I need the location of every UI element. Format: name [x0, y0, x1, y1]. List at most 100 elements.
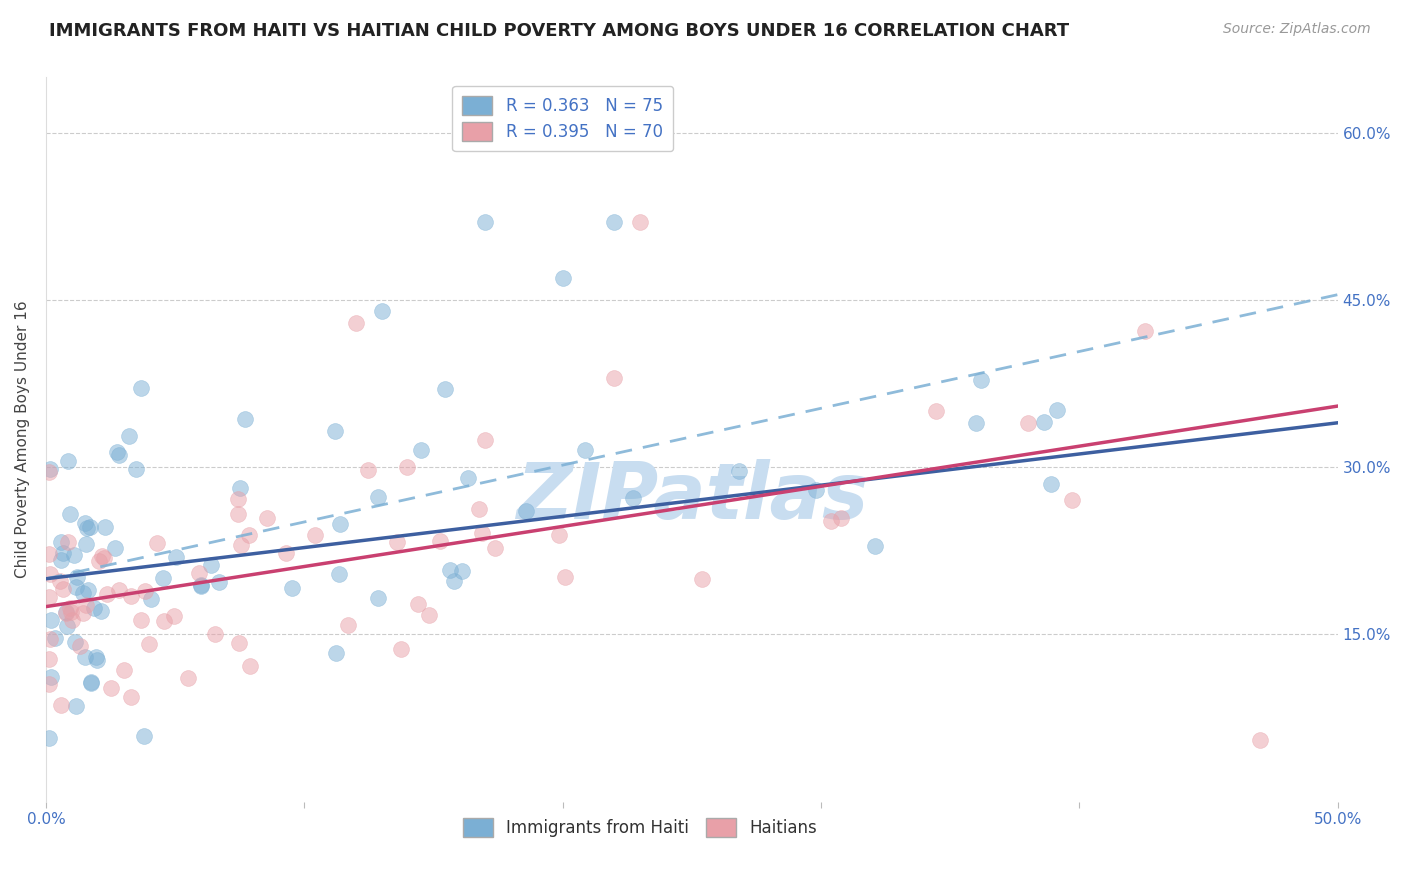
Point — [418, 608, 440, 623]
Point — [1249, 733, 1271, 747]
Point — [63, 548, 86, 562]
Point — [152, 614, 174, 628]
Point — [65, 635, 87, 649]
Point — [75, 599, 97, 613]
Point — [367, 591, 389, 606]
Point — [105, 445, 128, 459]
Point — [56, 619, 79, 633]
Point — [256, 510, 278, 524]
Point — [55, 606, 77, 620]
Point — [73, 516, 96, 530]
Point — [51, 553, 73, 567]
Point — [118, 429, 141, 443]
Point — [38, 651, 60, 665]
Point — [134, 584, 156, 599]
Point — [163, 608, 186, 623]
Point — [281, 581, 304, 595]
Point — [433, 382, 456, 396]
Point — [229, 538, 252, 552]
Point — [228, 636, 250, 650]
Point — [80, 675, 103, 690]
Point — [39, 632, 62, 647]
Point — [547, 528, 569, 542]
Point — [65, 580, 87, 594]
Legend: Immigrants from Haiti, Haitians: Immigrants from Haiti, Haitians — [457, 812, 824, 844]
Point — [104, 541, 127, 555]
Point — [621, 491, 644, 505]
Point — [83, 601, 105, 615]
Point — [830, 511, 852, 525]
Point — [56, 454, 79, 468]
Point — [965, 416, 987, 430]
Point — [470, 525, 492, 540]
Point — [329, 517, 352, 532]
Point — [75, 537, 97, 551]
Point — [73, 649, 96, 664]
Point — [344, 316, 367, 330]
Point — [1032, 415, 1054, 429]
Point — [628, 215, 651, 229]
Point — [276, 546, 298, 560]
Point — [60, 605, 83, 619]
Point — [371, 304, 394, 318]
Point — [474, 215, 496, 229]
Point — [62, 613, 84, 627]
Point — [1039, 476, 1062, 491]
Point — [439, 563, 461, 577]
Point — [139, 592, 162, 607]
Point — [233, 412, 256, 426]
Point — [200, 558, 222, 573]
Point — [1135, 324, 1157, 338]
Point — [94, 520, 117, 534]
Point — [1046, 402, 1069, 417]
Point — [44, 631, 66, 645]
Point — [515, 503, 537, 517]
Point — [188, 566, 211, 581]
Point — [91, 549, 114, 563]
Point — [429, 534, 451, 549]
Point — [367, 490, 389, 504]
Point — [190, 578, 212, 592]
Point — [52, 582, 75, 596]
Point — [145, 536, 167, 550]
Text: Source: ZipAtlas.com: Source: ZipAtlas.com — [1223, 22, 1371, 37]
Point — [387, 535, 409, 549]
Point — [806, 483, 828, 497]
Text: ZIPatlas: ZIPatlas — [516, 459, 868, 535]
Point — [190, 579, 212, 593]
Point — [389, 641, 412, 656]
Point — [49, 574, 72, 589]
Point — [603, 215, 626, 229]
Point — [38, 591, 60, 605]
Point — [69, 640, 91, 654]
Point — [457, 471, 479, 485]
Point — [38, 676, 60, 690]
Point — [409, 442, 432, 457]
Point — [86, 653, 108, 667]
Point — [66, 569, 89, 583]
Point — [90, 604, 112, 618]
Point — [551, 271, 574, 285]
Point — [820, 514, 842, 528]
Point — [112, 663, 135, 677]
Point — [970, 373, 993, 387]
Point — [59, 507, 82, 521]
Point — [120, 690, 142, 704]
Point — [468, 502, 491, 516]
Point — [323, 424, 346, 438]
Point — [52, 546, 75, 560]
Point — [80, 676, 103, 690]
Point — [77, 583, 100, 598]
Point — [395, 459, 418, 474]
Point — [328, 566, 350, 581]
Point — [72, 586, 94, 600]
Point — [38, 731, 60, 745]
Point — [129, 614, 152, 628]
Point — [238, 528, 260, 542]
Point — [65, 699, 87, 714]
Point — [84, 650, 107, 665]
Point — [100, 681, 122, 695]
Point — [228, 482, 250, 496]
Point — [1060, 493, 1083, 508]
Point — [239, 659, 262, 673]
